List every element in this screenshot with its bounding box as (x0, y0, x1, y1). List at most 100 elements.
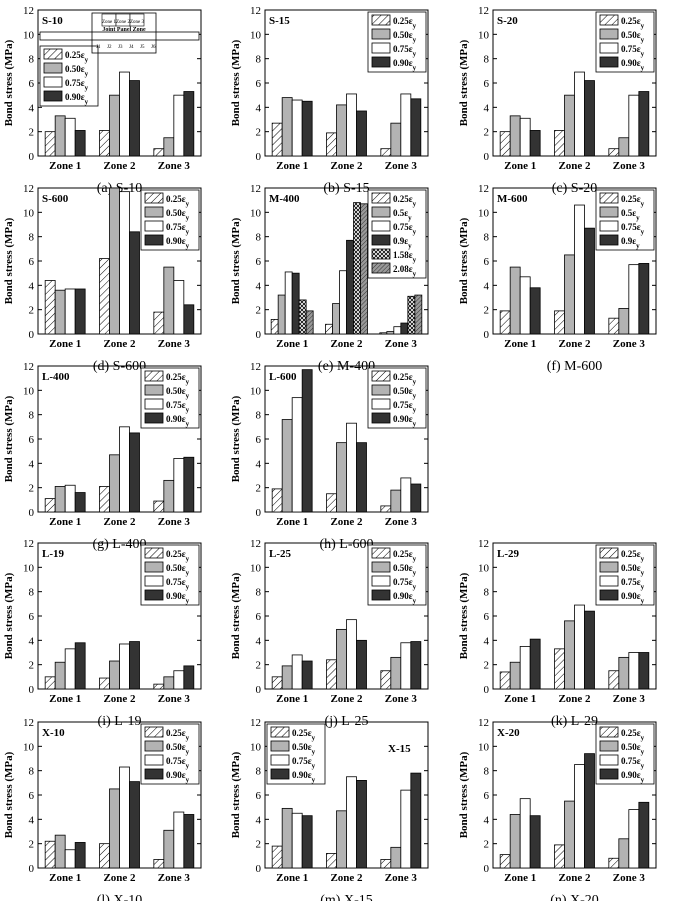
inset-title: Joint Panel Zone (102, 27, 146, 33)
chart-caption: (f) M-600 (547, 359, 603, 374)
y-tick-label: 4 (256, 280, 262, 292)
bar-s-10-3-4 (183, 91, 195, 157)
legend-entry: 0.25εy (393, 194, 417, 208)
legend-swatch (144, 192, 164, 204)
bar-s-10-1-2 (54, 115, 66, 157)
legend-swatch (371, 561, 391, 573)
legend-swatch (371, 234, 391, 246)
chart-title: L-25 (269, 548, 292, 560)
bar-l-25-2-1 (326, 659, 337, 690)
x-tick-label: Zone 2 (103, 872, 136, 884)
y-tick-label: 0 (256, 507, 262, 519)
legend-entry: 0.90εy (393, 414, 417, 428)
y-tick-label: 2 (29, 483, 35, 495)
y-tick-label: 0 (484, 151, 490, 163)
legend-swatch (144, 234, 164, 246)
chart-title: S-10 (42, 15, 63, 27)
bar-s-10-3-2 (163, 137, 175, 157)
legend-entry: 0.50εy (292, 742, 316, 756)
chart-title: M-600 (497, 193, 528, 205)
legend-entry: 0.25εy (292, 728, 316, 742)
x-tick-label: Zone 3 (613, 338, 646, 350)
bar-l-600-2-3 (346, 422, 357, 513)
bar-x-20-1-4 (529, 815, 541, 869)
bar-s-15-3-1 (380, 148, 392, 157)
bar-s-15-3-2 (390, 122, 402, 157)
y-tick-label: 6 (484, 78, 490, 90)
bar-m-600-1-1 (499, 310, 511, 335)
x-tick-label: Zone 1 (504, 338, 536, 350)
y-tick-label: 8 (29, 232, 35, 244)
y-tick-label: 8 (29, 54, 35, 66)
x-tick-label: Zone 3 (613, 160, 646, 172)
bar-l-25-1-3 (291, 654, 303, 690)
y-tick-label: 10 (250, 741, 262, 753)
y-tick-label: 0 (29, 863, 35, 875)
y-tick-label: 4 (256, 814, 262, 826)
bar-l-400-1-2 (54, 486, 66, 513)
legend-swatch (371, 56, 391, 68)
chart-title: L-29 (497, 548, 520, 560)
legend-swatch (599, 28, 619, 40)
x-tick-label: Zone 1 (504, 160, 536, 172)
y-tick-label: 6 (29, 611, 35, 623)
bar-l-19-3-3 (173, 670, 185, 690)
y-tick-label: 4 (29, 102, 35, 114)
bar-l-600-3-3 (400, 477, 412, 513)
x-tick-label: Zone 3 (158, 872, 191, 884)
x-tick-label: Zone 3 (158, 160, 191, 172)
y-tick-label: 4 (484, 102, 490, 114)
legend-swatch (144, 768, 164, 780)
y-tick-label: 10 (478, 562, 490, 574)
legend-entry: 0.25εy (65, 50, 89, 64)
legend-swatch (43, 76, 63, 88)
bar-x-10-3-4 (183, 814, 195, 869)
chart-l-600: 0 2 4 6 8 10 12 Bond stress (MPa) Zone 1 Zone 2 Zo… (230, 361, 429, 552)
y-tick-label: 0 (29, 329, 35, 341)
legend-swatch (371, 42, 391, 54)
y-tick-label: 12 (250, 538, 261, 550)
y-tick-label: 10 (478, 207, 490, 219)
y-tick-label: 2 (256, 127, 262, 139)
chart-title: S-600 (42, 193, 69, 205)
bar-s-20-2-3 (574, 71, 585, 157)
bar-x-20-1-1 (499, 854, 511, 869)
x-tick-label: Zone 2 (330, 516, 363, 528)
y-tick-label: 0 (484, 863, 490, 875)
y-tick-label: 4 (29, 458, 35, 470)
bar-x-10-1-4 (74, 842, 86, 869)
legend-entry: 0.50εy (393, 563, 417, 577)
bar-x-10-3-3 (173, 811, 185, 869)
legend-entry: 0.75εy (65, 78, 89, 92)
legend-swatch (599, 220, 619, 232)
y-tick-label: 4 (484, 635, 490, 647)
bar-s-600-2-3 (119, 191, 130, 335)
legend-swatch (371, 575, 391, 587)
y-tick-label: 0 (256, 863, 262, 875)
bar-l-600-1-3 (291, 397, 303, 513)
bar-l-400-3-1 (153, 500, 165, 513)
y-tick-label: 10 (23, 741, 35, 753)
bar-l-19-3-1 (153, 683, 165, 690)
bar-l-29-3-3 (628, 652, 640, 690)
bar-x-15-1-3 (291, 812, 303, 869)
y-tick-label: 4 (256, 102, 262, 114)
y-tick-label: 8 (29, 766, 35, 778)
bar-m-400-1-6 (305, 310, 314, 335)
legend-swatch (371, 384, 391, 396)
y-tick-label: 6 (256, 434, 262, 446)
bar-l-25-3-2 (390, 656, 402, 690)
bar-x-10-1-3 (64, 849, 76, 869)
legend-swatch (599, 589, 619, 601)
bar-s-15-1-1 (271, 122, 283, 157)
x-tick-label: Zone 1 (504, 872, 536, 884)
legend-swatch (371, 220, 391, 232)
bar-s-15-2-1 (326, 132, 337, 157)
legend-swatch (371, 262, 391, 274)
bar-x-20-1-3 (519, 798, 531, 869)
legend-entry: 2.08εy (393, 264, 417, 278)
bar-x-20-2-4 (584, 753, 595, 869)
x-tick-label: Zone 3 (385, 693, 418, 705)
y-tick-label: 2 (256, 839, 262, 851)
